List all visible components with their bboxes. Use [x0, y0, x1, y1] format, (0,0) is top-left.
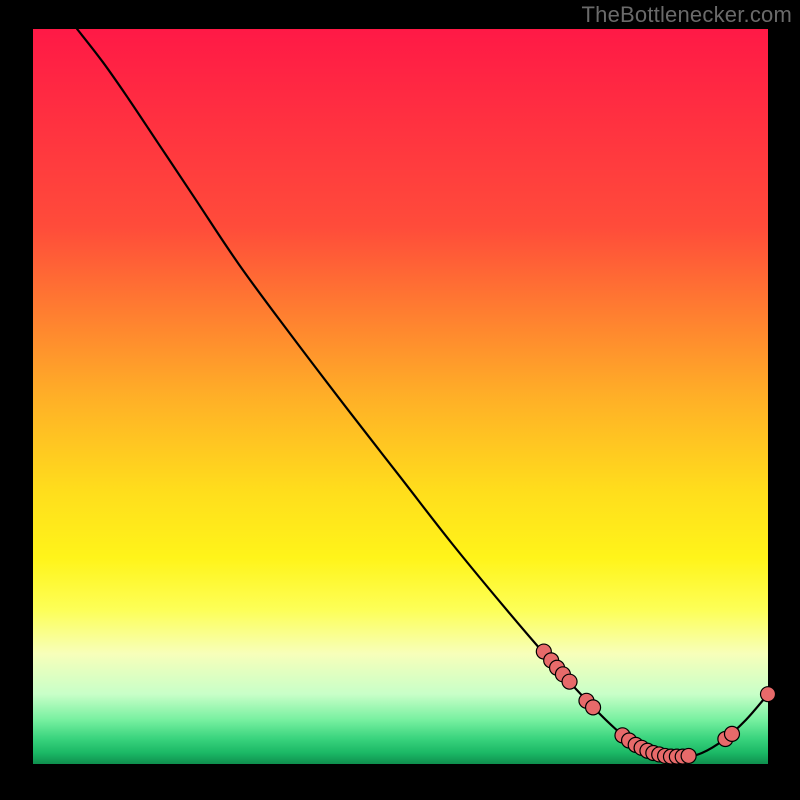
bottleneck-chart	[0, 0, 800, 800]
data-marker	[586, 700, 601, 715]
data-marker	[724, 726, 739, 741]
data-marker	[562, 674, 577, 689]
data-marker	[681, 748, 696, 763]
gradient-plot-area	[33, 29, 768, 764]
data-marker	[761, 687, 776, 702]
watermark-label: TheBottlenecker.com	[582, 2, 792, 28]
chart-canvas: TheBottlenecker.com	[0, 0, 800, 800]
